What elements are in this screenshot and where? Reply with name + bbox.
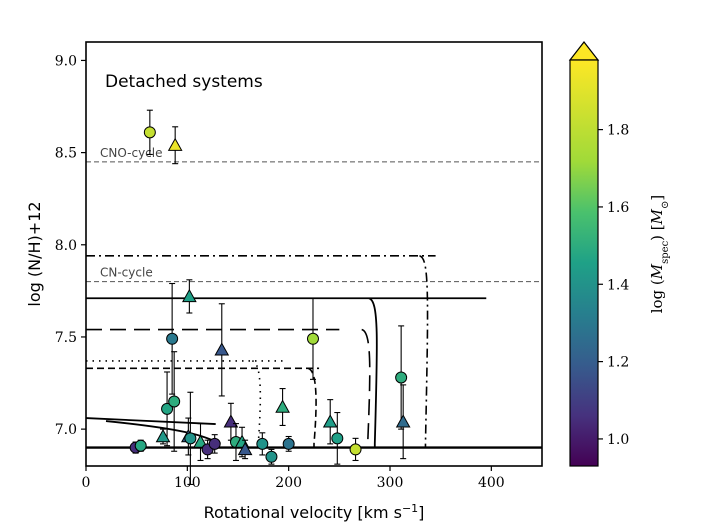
x-tick-label: 300 [377,475,404,491]
circle-marker [395,371,408,384]
circle-marker [306,332,319,345]
triangle-marker [167,137,183,151]
data-point [134,439,147,452]
data-point [161,371,174,447]
data-point [208,434,221,454]
triangle-marker [214,342,230,356]
circle-marker [168,395,181,408]
triangle-marker [193,434,208,448]
data-point [214,303,230,397]
colorbar-tick-label: 1.8 [607,123,629,139]
x-tick-label: 0 [82,475,91,491]
circle-marker [282,437,295,450]
data-point [331,411,344,465]
chart-title: Detached systems [105,72,263,92]
circle-marker [256,437,269,450]
y-tick-label: 9.0 [55,53,77,69]
y-tick-label: 8.5 [55,146,77,162]
circle-marker [208,437,221,450]
model-track [86,360,284,448]
data-point [155,428,171,445]
model-track [86,328,371,448]
plot-frame [85,41,543,467]
reference-line-label: CNO-cycle [100,146,162,160]
circle-marker [134,439,147,452]
y-tick-label: 7.0 [55,422,77,438]
x-tick-label: 100 [174,475,201,491]
data-point [237,439,253,460]
circle-marker [184,432,197,445]
data-point [265,448,278,465]
x-tick-label: 200 [275,475,302,491]
data-point [322,399,338,445]
colorbar-tick-label: 1.0 [607,432,629,448]
data-point [349,437,362,462]
model-track [86,367,320,448]
data-point [182,279,197,314]
circle-marker [331,432,344,445]
circle-marker [349,443,362,456]
x-tick-label: 400 [478,475,505,491]
y-axis-label: log (N/H)+12 [25,201,44,306]
data-point [143,109,156,156]
data-point [167,126,183,165]
circle-marker [265,450,278,463]
circle-marker [143,126,156,139]
colorbar-tick-label: 1.6 [607,200,629,216]
data-point [282,435,295,452]
data-point [306,297,319,380]
colorbar-gradient [569,59,599,467]
model-track [86,255,436,448]
circle-marker [166,332,179,345]
data-point [193,423,208,462]
data-point [256,432,269,456]
colorbar-tick-label: 1.2 [607,355,629,371]
data-point [395,325,408,430]
data-point [168,351,181,452]
colorbar: 1.0 1.2 1.4 1.6 1.8 log (Mspec) [M⊙] [568,41,671,467]
colorbar-extend-triangle [568,41,600,61]
triangle-marker [275,399,290,413]
reference-line-label: CN-cycle [100,266,153,280]
triangle-marker [182,288,197,303]
triangle-marker [237,441,253,456]
colorbar-tick-label: 1.4 [607,277,629,293]
y-tick-label: 8.0 [55,238,77,254]
data-point [166,282,179,395]
colorbar-label: log (Mspec) [M⊙] [648,195,671,314]
data-point [275,388,290,426]
y-tick-label: 7.5 [55,330,77,346]
data-point [395,384,411,460]
model-track [86,297,487,448]
triangle-marker [322,414,338,428]
triangle-marker [155,428,171,443]
circle-marker [161,402,174,415]
triangle-marker [395,414,411,428]
x-axis-label: Rotational velocity [km s−1] [204,502,425,523]
data-point [184,391,197,485]
